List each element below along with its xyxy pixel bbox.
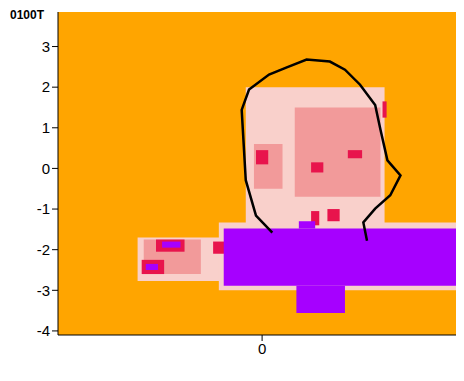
svg-text:-1: -1 bbox=[37, 200, 50, 217]
svg-text:0: 0 bbox=[258, 340, 266, 357]
svg-text:3: 3 bbox=[42, 38, 50, 55]
svg-text:-2: -2 bbox=[37, 241, 50, 258]
svg-text:1: 1 bbox=[42, 119, 50, 136]
html-text:0100T: 0100T bbox=[10, 8, 44, 22]
svg-text:-3: -3 bbox=[37, 282, 50, 299]
svg-text:0: 0 bbox=[42, 160, 50, 177]
svg-text:2: 2 bbox=[42, 78, 50, 95]
svg-text:-4: -4 bbox=[37, 322, 50, 339]
